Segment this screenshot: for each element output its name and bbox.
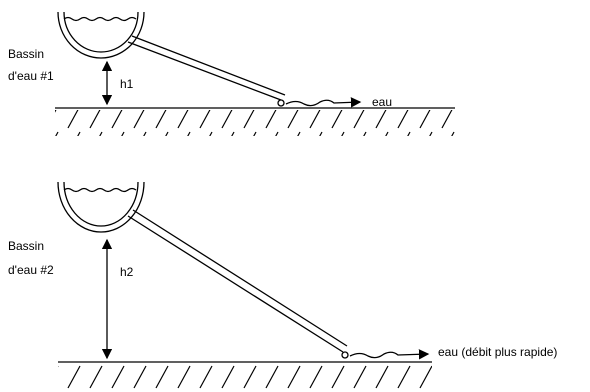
pipe: [128, 36, 285, 100]
basin-label: Bassin: [8, 47, 44, 61]
flow-arrow: [286, 100, 360, 105]
height-label: h2: [120, 265, 134, 279]
flow-arrow: [350, 352, 428, 357]
outlet: [278, 100, 284, 106]
basin-label: Bassin: [8, 239, 44, 253]
height-label: h1: [120, 77, 134, 91]
outlet: [342, 352, 348, 358]
outlet-label: eau (débit plus rapide): [438, 345, 557, 359]
panel-2: Bassin d'eau #2 h2 eau (débit plus rapid…: [8, 182, 557, 390]
basin-label: d'eau #2: [8, 263, 54, 277]
diagram: Bassin d'eau #1 h1 eau Bassin d'eau #2 h…: [0, 0, 590, 392]
ground-hatch: [58, 364, 432, 390]
water: [64, 18, 136, 21]
panel-1: Bassin d'eau #1 h1 eau: [8, 12, 455, 136]
water: [64, 189, 136, 192]
ground-hatch: [55, 110, 455, 136]
outlet-label: eau: [372, 95, 392, 109]
basin-label: d'eau #1: [8, 69, 54, 83]
pipe: [128, 210, 347, 352]
